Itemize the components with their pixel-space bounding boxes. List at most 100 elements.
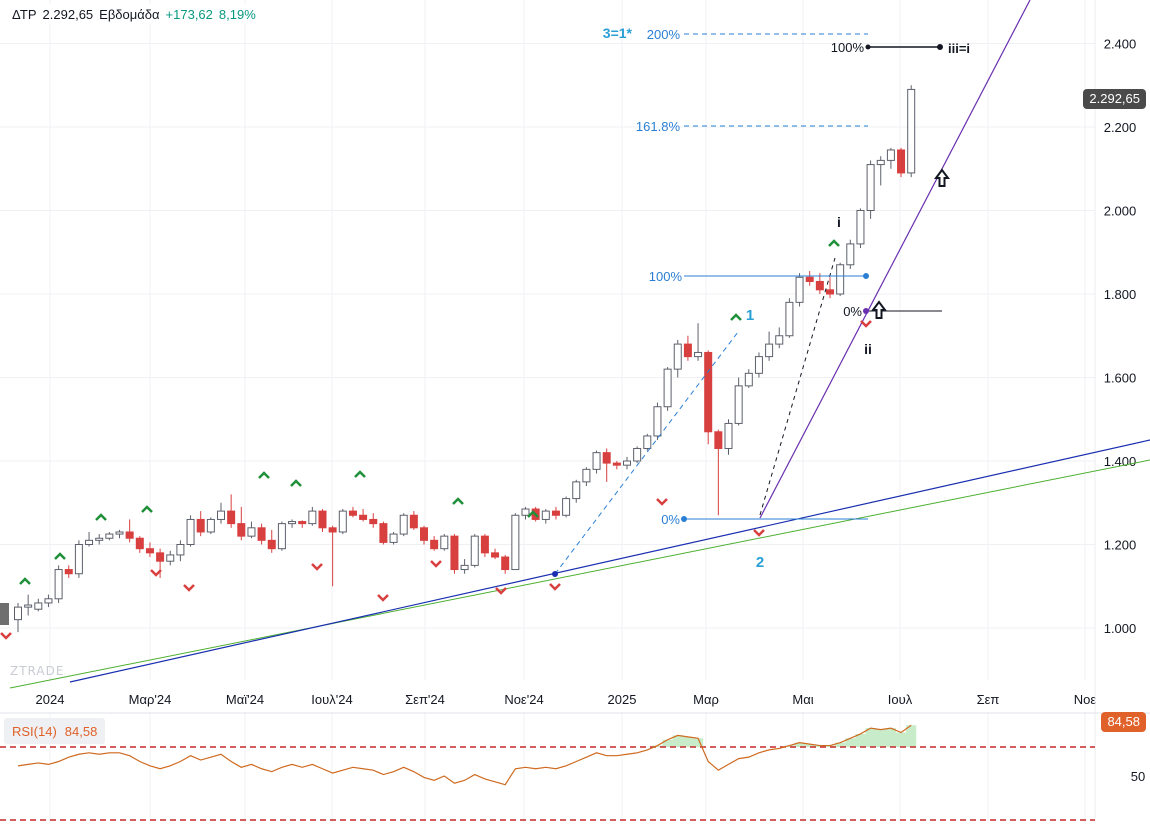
fractal-up-icon bbox=[527, 510, 539, 518]
candle-up bbox=[846, 243, 855, 266]
candle-down bbox=[501, 556, 510, 571]
candle-down bbox=[602, 452, 611, 464]
candle-up bbox=[734, 385, 743, 424]
wave-iii-eq-i-label: iii=i bbox=[948, 41, 970, 56]
candle-up bbox=[85, 539, 94, 546]
x-tick-label: Μαρ bbox=[693, 692, 719, 707]
fib-200-label: 200% bbox=[647, 27, 681, 42]
wave-1-label: 1 bbox=[746, 307, 754, 324]
x-tick-label: Σεπ bbox=[977, 692, 1000, 707]
candle-down bbox=[135, 537, 144, 550]
fib-0-low-dot bbox=[681, 516, 687, 522]
candle-up bbox=[653, 406, 662, 437]
x-tick-label: Νοε'24 bbox=[504, 692, 543, 707]
fib-100-mid-label: 100% bbox=[649, 269, 683, 284]
fractal-up-icon bbox=[290, 479, 302, 487]
fib-0-low-label: 0% bbox=[661, 512, 680, 527]
watermark-logo: ZTRADE bbox=[10, 664, 65, 678]
price-change: +173,62 bbox=[165, 6, 213, 22]
y-tick-label: 1.000 bbox=[1104, 621, 1137, 636]
fractal-up-icon bbox=[258, 471, 270, 479]
rsi-legend[interactable]: RSI(14) 84,58 bbox=[4, 718, 106, 744]
trendline-purple bbox=[759, 0, 1031, 519]
candle-up bbox=[277, 523, 286, 550]
candle-up bbox=[338, 510, 347, 533]
x-tick-label: Σεπ'24 bbox=[405, 692, 445, 707]
candle-up bbox=[592, 452, 601, 470]
candle-up bbox=[14, 606, 22, 621]
candle-down bbox=[145, 548, 154, 554]
candle-up bbox=[643, 435, 652, 449]
fractal-down-icon bbox=[860, 320, 872, 328]
candle-down bbox=[348, 510, 357, 516]
candle-down bbox=[480, 535, 489, 554]
y-tick-label: 1.400 bbox=[1104, 454, 1137, 469]
rsi-line bbox=[17, 724, 912, 786]
y-tick-label: 1.800 bbox=[1104, 287, 1137, 302]
candle-up bbox=[440, 535, 449, 550]
candle-up bbox=[572, 481, 581, 500]
candle-up bbox=[247, 527, 256, 537]
fractal-up-icon bbox=[730, 313, 742, 321]
candle-up bbox=[166, 554, 175, 562]
fractal-down-icon bbox=[495, 587, 507, 595]
fractal-down-icon bbox=[311, 563, 323, 571]
candle-up bbox=[511, 514, 520, 571]
candle-up bbox=[785, 301, 794, 337]
candle-up bbox=[754, 356, 763, 374]
rsi-axis-label: 50 bbox=[1131, 769, 1145, 784]
fractal-down-icon bbox=[377, 594, 389, 602]
candle-up bbox=[308, 510, 317, 525]
x-tick-label: Μαρ'24 bbox=[129, 692, 172, 707]
candle-down bbox=[409, 514, 418, 529]
candle-up bbox=[105, 533, 114, 539]
fractal-down-icon bbox=[150, 569, 162, 577]
candle-down bbox=[298, 521, 307, 525]
candle-up bbox=[856, 210, 865, 245]
fractal-down-icon bbox=[656, 498, 668, 506]
candle-up bbox=[836, 264, 845, 295]
candle-up bbox=[907, 88, 916, 174]
candle-up bbox=[876, 159, 885, 166]
candle-up bbox=[74, 544, 83, 575]
candle-up bbox=[44, 598, 53, 604]
symbol-name[interactable]: ΔΤΡ bbox=[12, 6, 37, 22]
interval-label[interactable]: Εβδομάδα bbox=[99, 6, 160, 22]
candle-down bbox=[420, 527, 428, 541]
current-price-tag: 2.292,65 bbox=[1083, 89, 1146, 109]
candle-up bbox=[288, 521, 297, 525]
candle-up bbox=[206, 518, 215, 533]
fractal-up-icon bbox=[141, 505, 153, 513]
candle-up bbox=[886, 149, 895, 161]
y-tick-label: 2.000 bbox=[1104, 204, 1137, 219]
candle-down bbox=[328, 527, 337, 533]
candle-up bbox=[866, 164, 875, 211]
wave-1-line bbox=[554, 331, 739, 575]
fractal-down-icon bbox=[430, 560, 442, 568]
fractal-down-icon bbox=[0, 632, 12, 640]
left-edge-marker bbox=[0, 603, 9, 625]
wave-start-dot bbox=[552, 571, 558, 577]
fractal-up-icon bbox=[354, 470, 366, 478]
candle-up bbox=[724, 422, 733, 449]
rsi-overbought-fill bbox=[652, 725, 917, 747]
breakout-arrow-icon bbox=[871, 300, 887, 319]
candle-up bbox=[765, 343, 774, 358]
candle-down bbox=[683, 343, 692, 358]
rsi-current-value: 84,58 bbox=[64, 723, 98, 739]
wave-ii-label: ii bbox=[864, 341, 872, 357]
x-tick-label: Μαι bbox=[792, 692, 813, 707]
fractal-down-icon bbox=[183, 584, 195, 592]
candle-down bbox=[815, 280, 824, 291]
candle-up bbox=[217, 510, 225, 520]
fractal-up-icon bbox=[95, 513, 107, 521]
candle-up bbox=[521, 508, 530, 516]
wave-2-label: 2 bbox=[756, 554, 764, 571]
candle-down bbox=[897, 149, 906, 174]
x-tick-label: 2025 bbox=[608, 692, 637, 707]
candle-up bbox=[663, 368, 672, 408]
candle-down bbox=[369, 518, 378, 525]
candle-up bbox=[694, 351, 703, 358]
